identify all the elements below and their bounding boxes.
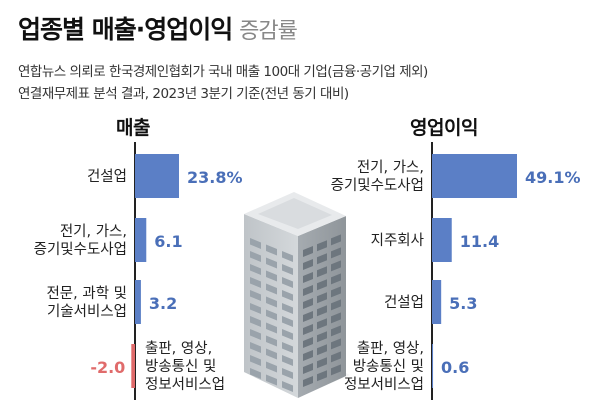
revenue-bars: 23.8% 건설업 6.1 전기, 가스, 증기및수도사업 3.2 전문, 과학 및 기술서비…	[34, 154, 243, 393]
profit-category-label-1: 지주회사	[371, 232, 424, 249]
building-illustration	[244, 192, 350, 398]
revenue-value-label-3: -2.0	[90, 358, 125, 377]
profit-category-label-2: 건설업	[384, 294, 424, 311]
revenue-bar-1	[135, 218, 147, 262]
panel-title-revenue: 매출	[116, 117, 150, 139]
profit-value-label-0: 49.1%	[525, 168, 581, 187]
revenue-bar-2	[135, 280, 141, 324]
revenue-bar-3	[131, 344, 135, 388]
profit-category-label-0: 전기, 가스, 증기및수도사업	[331, 159, 424, 194]
revenue-value-label-0: 23.8%	[187, 168, 243, 187]
profit-bar-1	[432, 218, 452, 262]
title-suffix: 증감률	[239, 19, 298, 44]
chart-title: 업종별 매출·영업이익 증감률	[18, 10, 298, 46]
profit-value-label-1: 11.4	[460, 232, 499, 251]
revenue-category-label-0: 건설업	[87, 168, 127, 185]
profit-bar-0	[432, 154, 517, 198]
profit-bar-3	[432, 344, 434, 388]
revenue-category-label-1: 전기, 가스, 증기및수도사업	[34, 223, 127, 258]
revenue-value-label-1: 6.1	[154, 232, 182, 251]
operating-profit-bars: 49.1% 전기, 가스, 증기및수도사업 11.4 지주회사 5.3 건설업 0.6 출판, …	[331, 154, 581, 393]
profit-value-label-3: 0.6	[441, 358, 469, 377]
profit-category-label-3: 출판, 영상, 방송통신 및 정보서비스업	[344, 340, 424, 393]
profit-bar-2	[432, 280, 442, 324]
panel-title-operating-profit: 영업이익	[410, 117, 478, 139]
revenue-category-label-2: 전문, 과학 및 기술서비스업	[46, 285, 127, 320]
subtitle-line-1: 연합뉴스 의뢰로 한국경제인협회가 국내 매출 100대 기업(금융·공기업 제…	[18, 64, 428, 80]
revenue-value-label-2: 3.2	[149, 294, 177, 313]
title-main: 업종별 매출·영업이익	[18, 15, 233, 44]
revenue-category-label-3: 출판, 영상, 방송통신 및 정보서비스업	[145, 340, 225, 393]
revenue-bar-0	[135, 154, 179, 198]
profit-value-label-2: 5.3	[449, 294, 477, 313]
subtitle-line-2: 연결재무제표 분석 결과, 2023년 3분기 기준(전년 동기 대비)	[18, 86, 349, 102]
